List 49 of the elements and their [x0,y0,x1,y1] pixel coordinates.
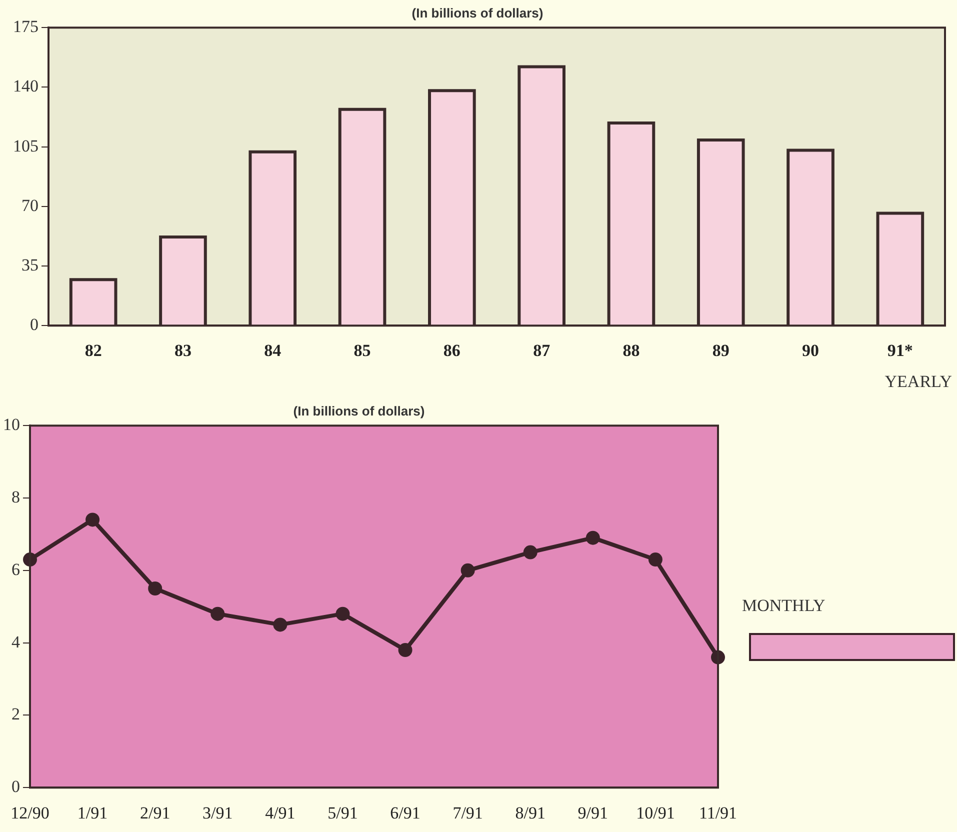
text: MONTHLY [742,596,826,616]
x-tick-label: 4/91 [265,803,296,822]
x-tick-label: 7/91 [452,803,483,822]
point [586,530,600,545]
x-tick-label: 84 [264,341,282,360]
point [648,552,662,567]
point [523,545,538,560]
x-tick-label: 86 [443,341,460,360]
y-tick-label: 6 [12,560,20,579]
y-tick-label: 2 [12,704,20,724]
point [273,618,288,632]
x-tick-label: 9/91 [578,803,608,822]
x-tick-label: 8/91 [515,803,546,822]
point [460,563,475,578]
y-tick-label: 4 [12,632,20,652]
point [398,643,412,658]
y-tick-label: 10 [3,415,20,434]
y-tick-label: 35 [22,255,38,274]
y-tick-label: 175 [13,17,38,36]
chart-title: (In billions of dollars) [412,5,544,20]
x-tick-label: 85 [354,341,371,360]
x-tick-label: 11/91 [698,803,738,822]
x-tick-label: 91* [887,341,913,360]
point [148,582,162,596]
y-tick-label: 0 [12,777,20,796]
x-tick-label: 10/91 [636,803,675,822]
x-tick-label: 2/91 [140,803,170,822]
y-tick-label: 8 [12,487,20,506]
x-tick-label: 89 [712,341,730,360]
point [336,606,350,621]
x-tick-label: 12/90 [10,803,50,822]
y-tick-label: 0 [30,315,38,334]
x-tick-label: 5/91 [328,803,358,822]
x-tick-label: 3/91 [202,803,233,822]
x-tick-label: 90 [802,341,820,360]
x-tick-label: 1/91 [77,803,108,822]
chart-title: (In billions of dollars) [293,403,425,418]
y-tick-label: 70 [22,196,38,215]
x-tick-label: 82 [84,341,102,360]
x-tick-label: 88 [622,341,640,360]
x-tick-label: 6/91 [390,803,420,822]
point [711,650,725,664]
point [210,606,225,621]
x-axis-title: YEARLY [884,372,952,391]
y-tick-label: 105 [13,136,38,156]
x-tick-label: 83 [174,341,192,360]
y-tick-label: 140 [13,76,38,96]
x-tick-label: 87 [533,341,551,360]
point [86,512,100,527]
